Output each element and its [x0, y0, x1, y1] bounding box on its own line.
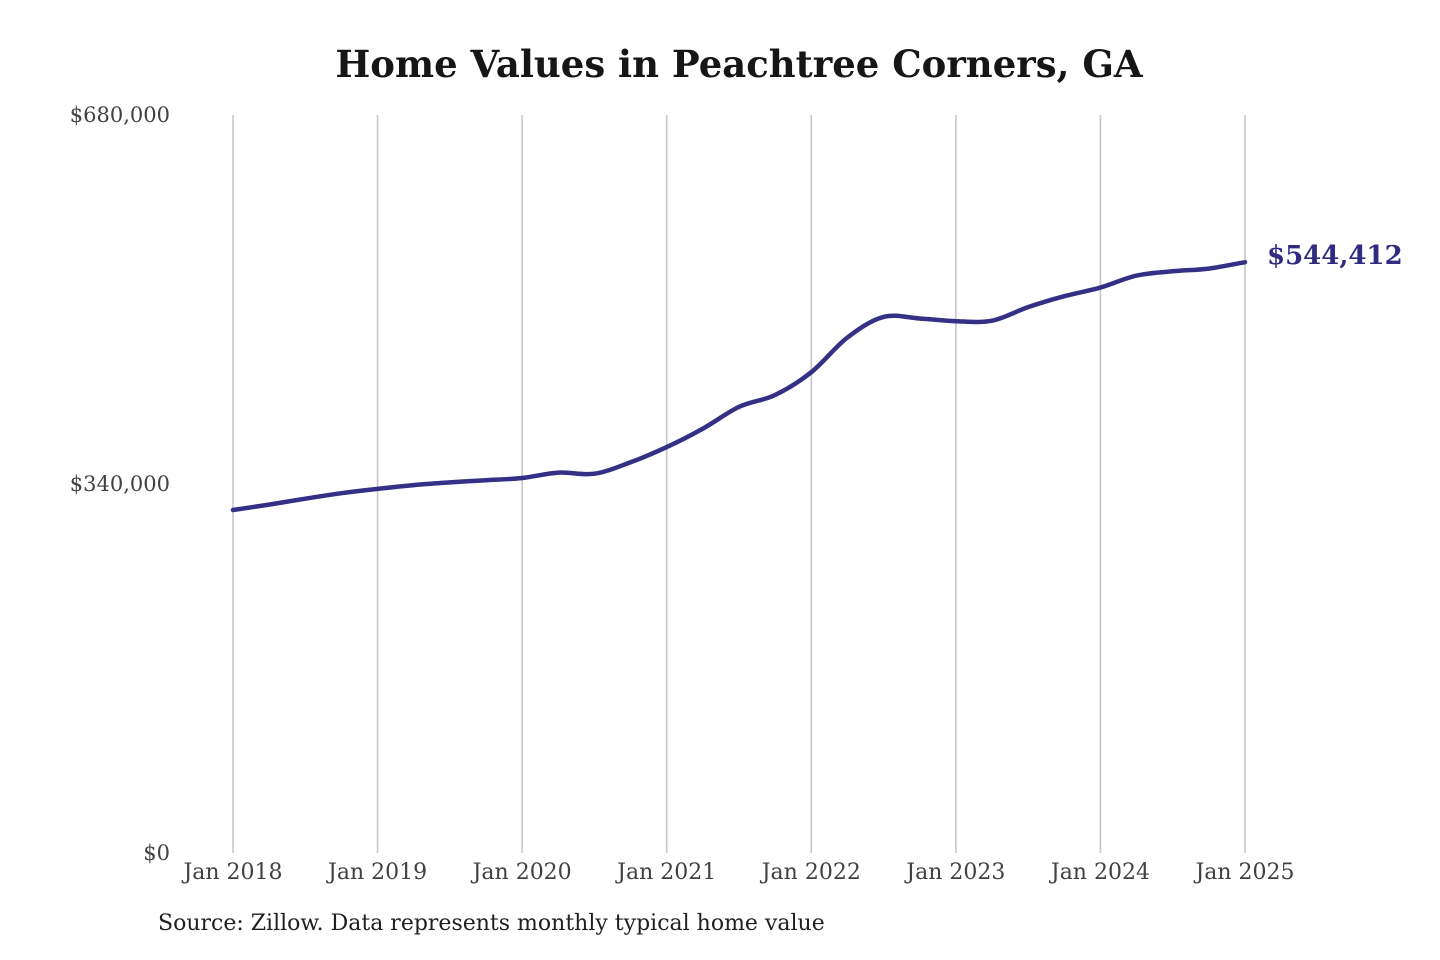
x-axis-tick-label: Jan 2018	[181, 860, 282, 885]
latest-value-label: $544,412	[1267, 241, 1403, 272]
y-axis-tick-label: $340,000	[70, 472, 170, 496]
chart-title: Home Values in Peachtree Corners, GA	[335, 42, 1143, 86]
x-axis-tick-label: Jan 2019	[326, 860, 427, 885]
y-axis-tick-label: $680,000	[70, 103, 170, 127]
x-axis-tick-label: Jan 2024	[1049, 860, 1150, 885]
x-axis-tick-label: Jan 2023	[904, 860, 1005, 885]
x-axis-tick-label: Jan 2021	[615, 860, 716, 885]
home-value-line	[230, 259, 1248, 513]
x-axis-tick-label: Jan 2022	[760, 860, 861, 885]
x-axis-tick-label: Jan 2020	[471, 860, 572, 885]
y-axis-tick-label: $0	[143, 841, 170, 865]
x-axis-tick-label: Jan 2025	[1193, 860, 1294, 885]
source-note: Source: Zillow. Data represents monthly …	[158, 911, 825, 936]
